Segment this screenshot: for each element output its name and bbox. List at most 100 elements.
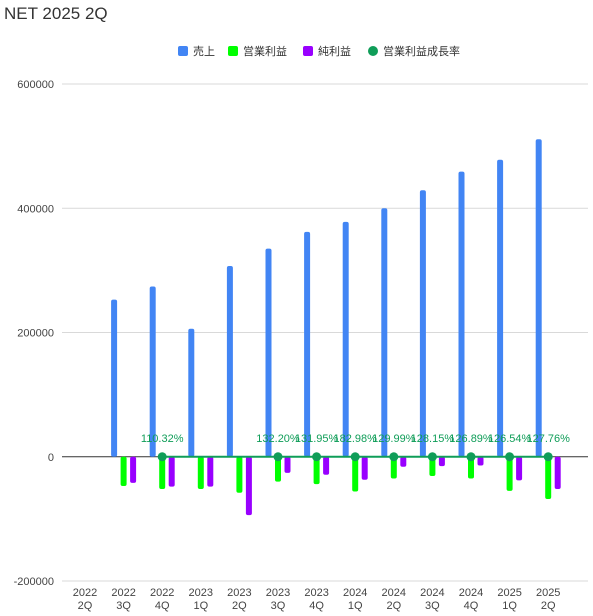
bar-net-income — [284, 456, 291, 473]
y-tick-label: -200000 — [14, 576, 54, 588]
bar-net-income — [130, 456, 137, 483]
bar-revenue — [381, 208, 388, 457]
x-tick-label: 3Q — [116, 600, 131, 612]
growth-point — [505, 452, 515, 462]
x-tick-label: 2Q — [386, 600, 401, 612]
chart-title: NET 2025 2Q — [4, 4, 108, 23]
legend-marker-circle — [368, 46, 378, 56]
y-tick-label: 400000 — [17, 203, 54, 215]
x-tick-label: 2024 — [459, 587, 483, 599]
bar-operating-income — [352, 456, 359, 492]
growth-line: 110.32% 132.20%131.95%182.98%129.99%128.1… — [141, 433, 570, 462]
legend: 売上 営業利益 純利益 営業利益成長率 — [178, 44, 460, 58]
bar-net-income — [207, 456, 214, 487]
bar-revenue — [304, 231, 311, 457]
bar-net-income — [361, 456, 368, 480]
growth-label: 110.32% — [141, 433, 184, 445]
bar-operating-income — [313, 456, 320, 485]
growth-label: 126.54% — [488, 433, 532, 445]
x-tick-label: 3Q — [271, 600, 286, 612]
x-tick-label: 2025 — [497, 587, 521, 599]
growth-point — [427, 452, 437, 462]
legend-marker-square — [228, 46, 238, 56]
x-tick-label: 1Q — [502, 600, 517, 612]
legend-label: 営業利益 — [243, 44, 287, 58]
bar-operating-income — [275, 456, 281, 482]
x-tick-label: 2024 — [382, 587, 406, 599]
x-axis: 20222Q20223Q20224Q20231Q20232Q20233Q2023… — [73, 587, 561, 612]
x-tick-label: 4Q — [155, 600, 170, 612]
growth-label: 129.99% — [372, 433, 416, 445]
growth-label: 182.98% — [333, 433, 377, 445]
x-tick-label: 2022 — [111, 587, 135, 599]
x-tick-label: 2022 — [150, 587, 174, 599]
x-tick-label: 2023 — [189, 587, 213, 599]
bar-revenue — [149, 286, 156, 457]
y-tick-label: 600000 — [17, 79, 54, 91]
bar-operating-income — [390, 456, 397, 479]
bar-revenue — [497, 159, 504, 457]
x-tick-label: 2024 — [343, 587, 367, 599]
bar-net-income — [477, 456, 484, 466]
bar-operating-income — [468, 456, 474, 479]
bar-operating-income — [506, 456, 513, 491]
growth-point — [273, 452, 283, 462]
y-tick-label: 0 — [48, 452, 54, 464]
x-tick-label: 2023 — [266, 587, 290, 599]
x-tick-label: 2023 — [227, 587, 251, 599]
bar-net-income — [438, 456, 445, 467]
bar-net-income — [400, 456, 407, 467]
bar-net-income — [516, 456, 523, 481]
legend-marker-square — [178, 46, 188, 56]
growth-point — [157, 452, 167, 462]
growth-point — [312, 452, 322, 462]
bar-revenue — [342, 221, 349, 457]
growth-point — [389, 452, 399, 462]
bar-net-income — [168, 456, 175, 487]
growth-label: 131.95% — [295, 433, 339, 445]
bars — [111, 139, 561, 516]
legend-label: 純利益 — [318, 44, 351, 58]
legend-label: 営業利益成長率 — [383, 44, 460, 58]
bar-revenue — [535, 139, 542, 457]
bar-revenue — [458, 171, 465, 457]
bar-operating-income — [236, 456, 243, 493]
bar-revenue — [265, 248, 272, 457]
bar-net-income — [245, 456, 252, 516]
y-axis: 600000 400000 200000 0 -200000 — [14, 79, 54, 588]
x-tick-label: 4Q — [464, 600, 479, 612]
bar-operating-income — [120, 456, 127, 486]
x-tick-label: 2Q — [232, 600, 247, 612]
bar-operating-income — [197, 456, 204, 490]
bar-net-income — [554, 456, 561, 490]
bar-operating-income — [159, 456, 166, 490]
x-tick-label: 2022 — [73, 587, 97, 599]
x-tick-label: 1Q — [348, 600, 363, 612]
bar-operating-income — [545, 456, 552, 499]
x-tick-label: 2023 — [304, 587, 328, 599]
x-tick-label: 2025 — [536, 587, 560, 599]
legend-label: 売上 — [193, 45, 215, 58]
bar-revenue — [419, 190, 426, 457]
bar-operating-income — [429, 456, 436, 477]
growth-point — [350, 452, 360, 462]
x-tick-label: 3Q — [425, 600, 440, 612]
growth-point — [466, 452, 476, 462]
growth-point — [543, 452, 553, 462]
legend-marker-square — [303, 46, 313, 56]
growth-label: 127.76% — [526, 433, 570, 445]
growth-label: 126.89% — [449, 433, 493, 445]
x-tick-label: 2Q — [78, 600, 93, 612]
x-tick-label: 2024 — [420, 587, 444, 599]
bar-net-income — [323, 456, 330, 475]
growth-label: 128.15% — [411, 433, 455, 445]
bar-revenue — [188, 328, 195, 457]
gridlines — [62, 83, 588, 582]
bar-revenue — [111, 299, 118, 457]
x-tick-label: 1Q — [193, 600, 208, 612]
y-tick-label: 200000 — [17, 328, 54, 340]
x-tick-label: 2Q — [541, 600, 556, 612]
growth-label: 132.20% — [256, 433, 300, 445]
bar-revenue — [226, 266, 233, 457]
